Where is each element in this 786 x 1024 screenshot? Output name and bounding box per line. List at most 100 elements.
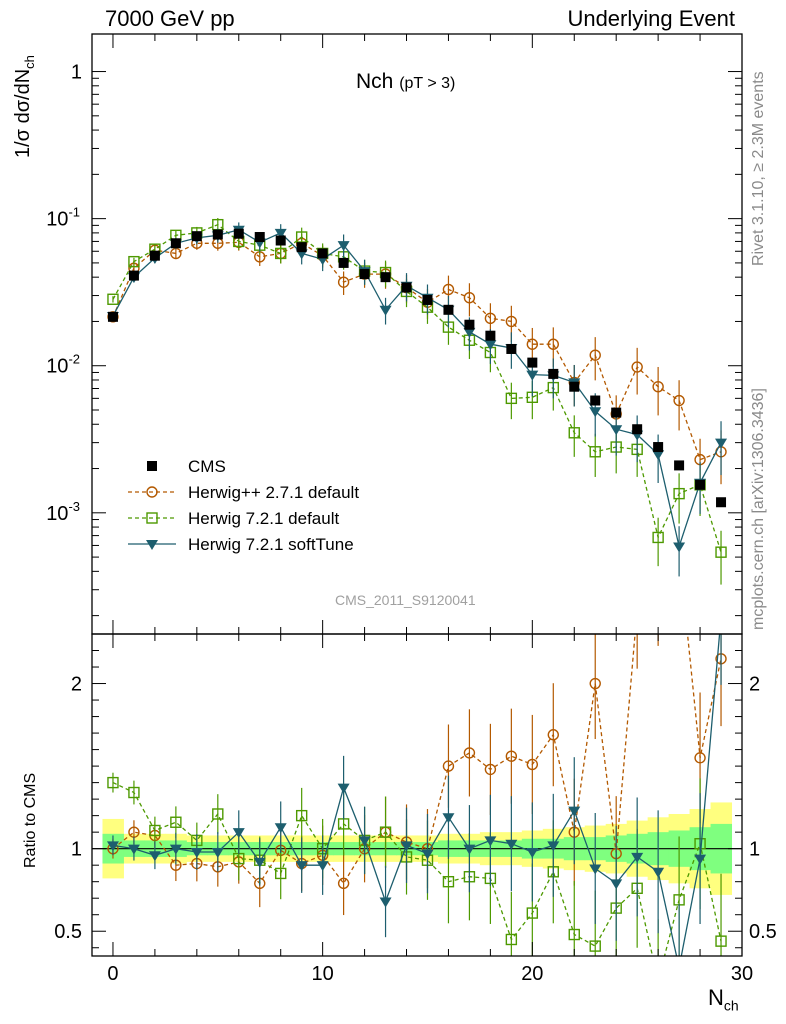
ratio-point (568, 806, 581, 817)
x-axis-label: Nch (708, 985, 739, 1013)
data-point (337, 241, 350, 252)
data-point (526, 338, 539, 350)
legend-entry: CMS (147, 457, 226, 476)
data-point (652, 531, 664, 544)
ratio-point (128, 786, 140, 799)
legend-entry: Herwig++ 2.7.1 default (128, 483, 359, 502)
data-point (527, 357, 538, 368)
ratio-point (526, 907, 539, 919)
axes-group: 0 10 20 30 1 10-1 10-2 10-3 0.5 0.5 1 1 2 2 (46, 33, 777, 985)
data-point (463, 327, 476, 338)
ratio-point (463, 747, 476, 759)
analysis-id-watermark: CMS_2011_S9120041 (335, 592, 476, 608)
ratio-point (568, 928, 580, 941)
data-point (589, 446, 601, 458)
data-point (631, 361, 643, 373)
legend-marker (146, 540, 158, 550)
ratio-point (169, 844, 182, 855)
ratio-point (694, 854, 707, 865)
ratio-point (715, 613, 727, 623)
data-point (548, 368, 559, 379)
ratio-y-tick-label: 0.5 (54, 921, 82, 943)
ratio-frame (91, 633, 743, 957)
data-point (695, 479, 706, 490)
ratio-point (589, 677, 601, 690)
data-point (632, 424, 643, 435)
legend-marker (146, 512, 158, 524)
series-herwig-7-2-1-default (107, 217, 727, 585)
ratio-point (442, 813, 455, 824)
ratio-point (421, 849, 434, 860)
ratio-point (463, 844, 476, 855)
data-point (715, 546, 727, 558)
ratio-point (484, 836, 497, 847)
data-point (379, 305, 392, 316)
ratio-point (442, 760, 455, 772)
ratio-point (652, 867, 665, 878)
data-point (526, 370, 539, 381)
data-point (191, 231, 202, 242)
plot-title-main: Nch (356, 70, 394, 93)
ratio-point (127, 844, 140, 855)
legend-label: Herwig++ 2.7.1 default (188, 483, 359, 502)
ratio-point (106, 841, 119, 852)
data-point (673, 394, 685, 407)
ratio-point (379, 897, 392, 908)
data-point (338, 257, 349, 268)
ratio-point (170, 816, 182, 828)
ratio-point (295, 809, 308, 822)
ratio-point (694, 752, 706, 764)
data-point (359, 269, 370, 280)
data-point (274, 228, 287, 239)
ratio-point (275, 867, 287, 880)
data-point (674, 460, 685, 471)
ratio-point (442, 875, 455, 888)
series-line (112, 223, 722, 553)
data-point (170, 238, 181, 249)
data-point (128, 270, 139, 281)
data-point (464, 319, 475, 330)
ratio-y-tick-label-right: 1 (749, 839, 760, 861)
plot-title-cut: (pT > 3) (399, 75, 456, 92)
x-tick-label: 30 (731, 963, 753, 985)
data-point (442, 283, 455, 296)
data-point (275, 247, 287, 260)
ratio-series-line (112, 634, 721, 956)
ratio-point (547, 729, 559, 741)
ratio-point (232, 828, 245, 839)
ratio-point (484, 763, 497, 776)
ratio-point (379, 826, 392, 838)
analysis-category-label: Underlying Event (567, 6, 735, 31)
ratio-point (653, 579, 663, 589)
data-point (296, 242, 307, 253)
data-point (716, 497, 727, 508)
data-point (590, 395, 601, 406)
ratio-series-group (92, 579, 742, 974)
ratio-y-tick-label: 1 (71, 839, 82, 861)
ratio-point (190, 847, 203, 858)
legend-label: CMS (188, 457, 226, 476)
main-series-group (106, 217, 728, 585)
data-point (484, 340, 497, 351)
ratio-point (610, 879, 623, 890)
data-point (569, 381, 580, 392)
data-point (547, 338, 559, 350)
y-tick-label: 10-3 (46, 499, 80, 525)
data-point (254, 232, 265, 243)
data-point (484, 312, 497, 325)
data-point (149, 250, 160, 261)
ratio-point (148, 851, 161, 862)
ratio-point (673, 964, 685, 974)
collision-energy-label: 7000 GeV pp (105, 6, 235, 31)
data-point (653, 442, 664, 453)
x-tick-label: 10 (312, 963, 334, 985)
ratio-point (715, 935, 727, 947)
ratio-point (526, 758, 539, 771)
data-point (128, 255, 140, 268)
ratio-point (274, 823, 287, 834)
legend-label: Herwig 7.2.1 softTune (188, 535, 354, 554)
data-point (337, 276, 350, 288)
x-axis-label-text: N (708, 985, 724, 1010)
ratio-point (526, 847, 539, 858)
